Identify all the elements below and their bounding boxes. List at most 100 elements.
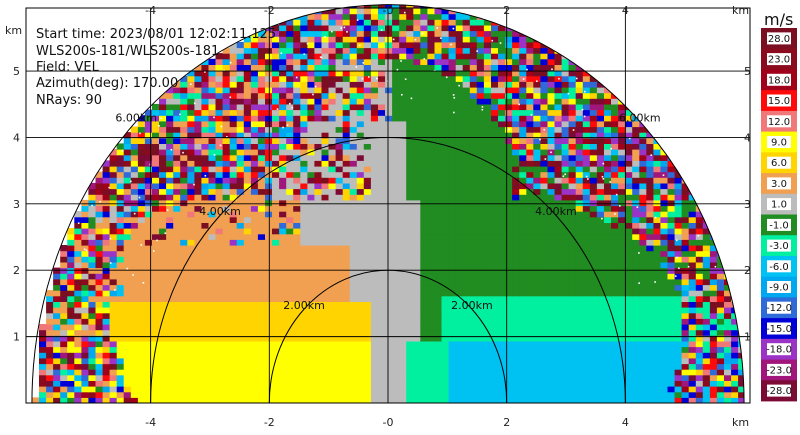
velocity-cell — [667, 222, 676, 229]
velocity-cell — [589, 188, 598, 195]
velocity-cell — [222, 290, 231, 297]
velocity-cell — [554, 312, 563, 319]
velocity-cell — [611, 386, 619, 393]
velocity-cell — [547, 397, 556, 404]
velocity-cell — [625, 171, 633, 178]
velocity-cell — [491, 318, 499, 325]
velocity-cell — [250, 346, 259, 353]
velocity-cell — [674, 312, 683, 319]
velocity-cell — [180, 267, 188, 274]
velocity-cell — [222, 177, 231, 184]
velocity-cell — [434, 380, 443, 387]
velocity-cell — [554, 256, 563, 263]
velocity-cell — [448, 137, 457, 144]
velocity-cell — [498, 312, 506, 319]
velocity-cell — [392, 132, 400, 139]
velocity-cell — [166, 301, 174, 308]
velocity-cell — [483, 391, 492, 398]
velocity-cell — [109, 324, 118, 331]
velocity-cell — [505, 369, 513, 376]
velocity-cell — [533, 290, 541, 297]
velocity-cell — [293, 301, 301, 308]
velocity-cell — [575, 335, 584, 342]
velocity-cell — [709, 380, 718, 387]
velocity-cell — [519, 386, 527, 393]
velocity-cell — [554, 132, 563, 139]
velocity-cell — [611, 222, 619, 229]
velocity-cell — [512, 250, 520, 257]
velocity-cell — [519, 137, 527, 144]
velocity-cell — [688, 216, 697, 223]
velocity-cell — [392, 386, 400, 393]
velocity-cell — [498, 301, 506, 308]
velocity-cell — [413, 352, 421, 359]
velocity-cell — [335, 188, 344, 195]
velocity-cell — [201, 154, 210, 161]
velocity-cell — [660, 177, 669, 184]
velocity-cell — [293, 239, 301, 246]
velocity-cell — [695, 256, 704, 263]
velocity-cell — [53, 312, 61, 319]
velocity-cell — [279, 103, 287, 111]
velocity-cell — [180, 160, 188, 167]
velocity-cell — [349, 380, 358, 387]
velocity-cell — [378, 340, 386, 348]
velocity-cell — [660, 318, 669, 325]
velocity-cell — [575, 92, 584, 99]
velocity-cell — [152, 177, 160, 184]
velocity-cell — [201, 380, 210, 387]
velocity-cell — [561, 397, 570, 404]
velocity-cell — [653, 386, 662, 393]
velocity-cell — [159, 143, 167, 150]
velocity-cell — [738, 397, 745, 404]
velocity-cell — [434, 369, 443, 376]
velocity-cell — [173, 324, 181, 331]
velocity-cell — [257, 239, 266, 246]
velocity-cell — [187, 391, 195, 398]
velocity-cell — [116, 261, 125, 269]
velocity-cell — [194, 109, 203, 116]
velocity-cell — [427, 222, 436, 229]
velocity-cell — [646, 256, 654, 263]
velocity-cell — [109, 239, 118, 246]
velocity-cell — [540, 245, 549, 252]
velocity-cell — [286, 194, 294, 201]
velocity-cell — [491, 98, 499, 105]
velocity-cell — [448, 329, 457, 336]
velocity-cell — [604, 261, 612, 269]
velocity-cell — [681, 363, 690, 370]
velocity-cell — [526, 369, 534, 376]
velocity-cell — [335, 182, 344, 190]
velocity-cell — [731, 363, 739, 370]
velocity-cell — [385, 103, 393, 111]
velocity-cell — [208, 115, 217, 122]
velocity-cell — [307, 278, 316, 286]
velocity-cell — [427, 233, 436, 240]
velocity-cell — [363, 199, 372, 207]
velocity-cell — [547, 267, 556, 274]
velocity-cell — [356, 188, 365, 195]
velocity-cell — [356, 397, 365, 404]
velocity-cell — [632, 239, 640, 246]
velocity-cell — [257, 267, 266, 274]
velocity-cell — [363, 261, 372, 269]
velocity-cell — [406, 194, 414, 201]
velocity-cell — [370, 120, 379, 128]
velocity-cell — [187, 256, 195, 263]
velocity-cell — [229, 346, 238, 353]
velocity-cell — [335, 346, 344, 353]
velocity-cell — [53, 290, 61, 297]
velocity-cell — [469, 273, 478, 280]
velocity-cell — [455, 340, 464, 348]
velocity-cell — [462, 109, 471, 116]
velocity-cell — [547, 182, 556, 190]
velocity-cell — [363, 222, 372, 229]
velocity-cell — [208, 132, 217, 139]
velocity-cell — [194, 284, 203, 291]
velocity-cell — [152, 397, 160, 404]
velocity-cell — [540, 166, 549, 173]
velocity-cell — [427, 267, 436, 274]
velocity-cell — [378, 199, 386, 207]
velocity-cell — [130, 307, 139, 314]
velocity-cell — [363, 182, 372, 190]
